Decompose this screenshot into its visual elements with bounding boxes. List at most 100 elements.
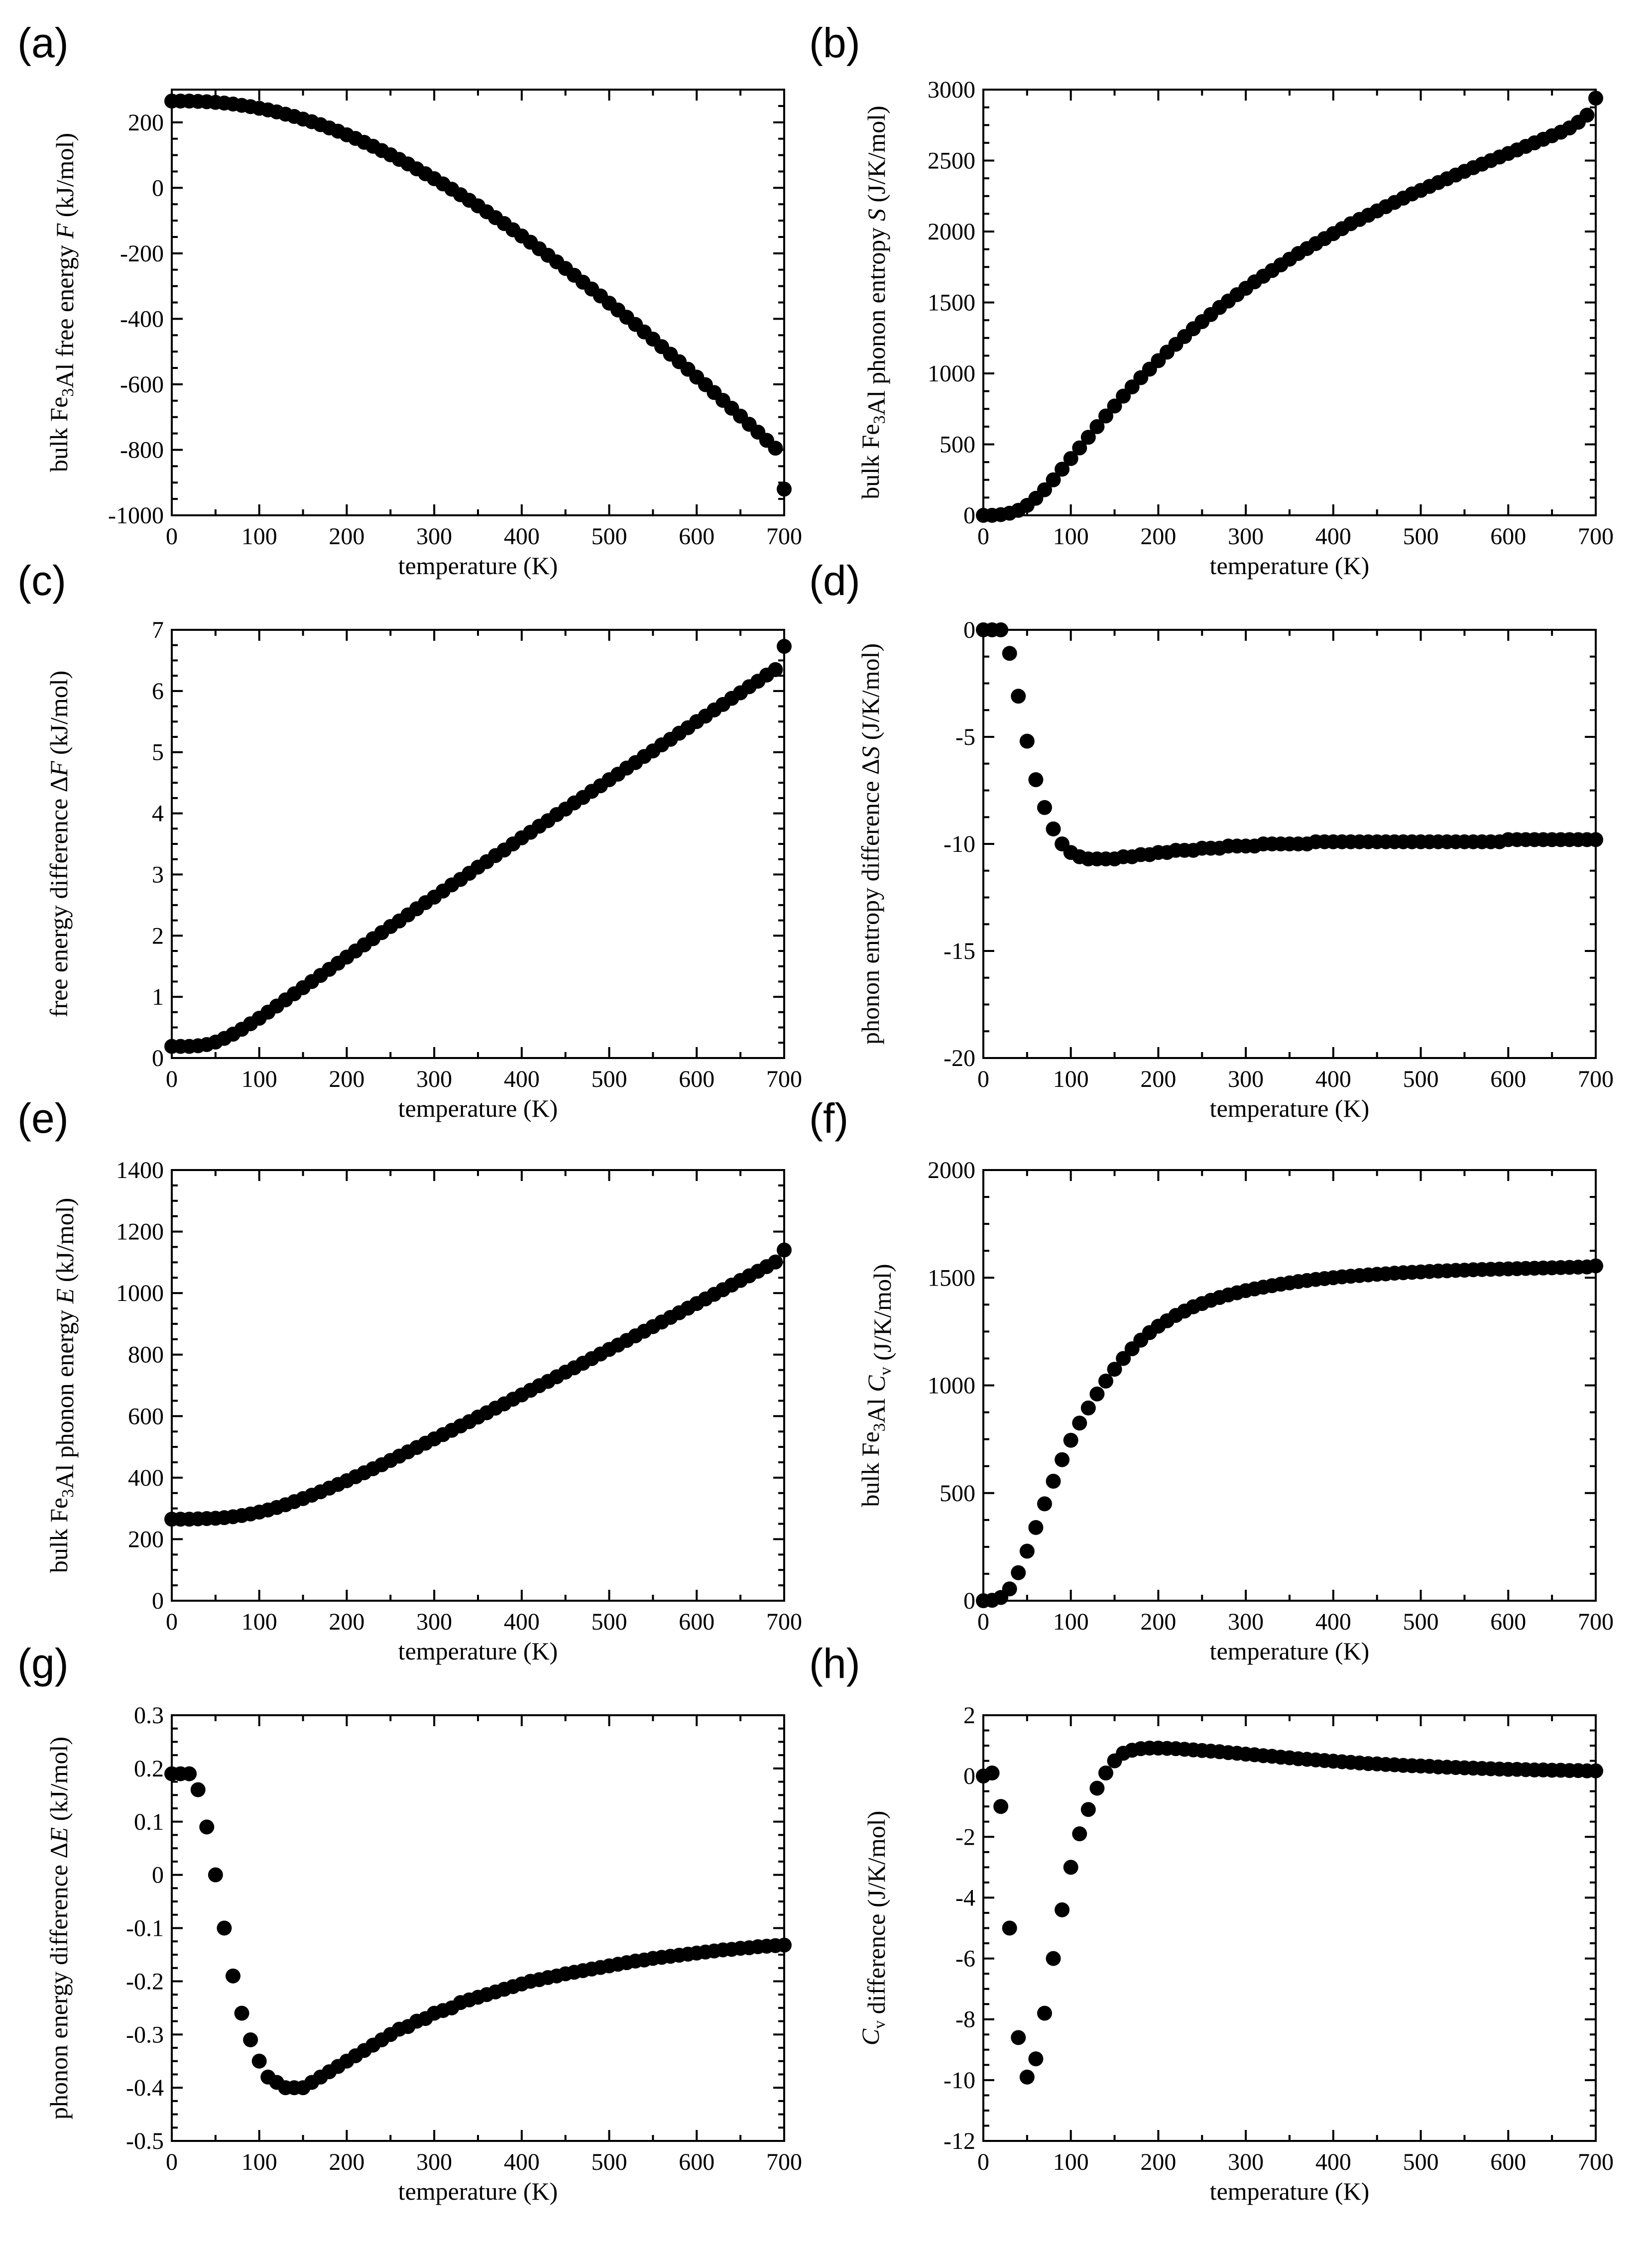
data-point <box>1055 1452 1070 1467</box>
data-point <box>1002 646 1017 661</box>
x-tick-label: 200 <box>329 1609 364 1635</box>
data-point <box>993 622 1009 637</box>
data-point <box>1098 1373 1113 1389</box>
y-tick-label: -0.2 <box>126 1968 164 1995</box>
data-point <box>1107 398 1122 414</box>
y-tick-label: 500 <box>940 432 975 458</box>
x-axis-title: temperature (K) <box>1210 1637 1370 1665</box>
plot-frame <box>982 1714 1597 2142</box>
x-tick-label: 600 <box>1490 1066 1526 1092</box>
data-point <box>1028 2051 1044 2067</box>
x-tick-label: 600 <box>1490 2149 1526 2175</box>
panel-d: (d) 0 100 200 300 400 500 600 700 -20 -15 -10 -5 0 tem… <box>809 557 1614 1122</box>
y-axis-title: bulk Fe3Al free energy F (kJ/mol) <box>45 133 79 472</box>
y-tick-label: 0 <box>152 1588 164 1614</box>
y-tick-label: 2 <box>963 1702 975 1729</box>
y-axis-title: bulk Fe3Al phonon entropy S (J/K/mol) <box>856 106 890 499</box>
x-tick-label: 700 <box>766 2149 802 2175</box>
y-tick-label: 0.1 <box>134 1809 164 1835</box>
y-tick-label: -400 <box>120 306 164 332</box>
x-tick-label: 100 <box>1053 2149 1089 2175</box>
y-tick-label: -8 <box>955 2006 975 2033</box>
y-tick-label: 0 <box>152 175 164 201</box>
x-axis-title: temperature (K) <box>398 1637 558 1665</box>
x-tick-label: 400 <box>504 1066 540 1092</box>
data-point <box>1011 689 1026 704</box>
x-tick-label: 700 <box>766 1609 802 1635</box>
x-tick-label: 300 <box>416 1066 452 1092</box>
data-point <box>1037 1496 1052 1512</box>
x-tick-label: 400 <box>1315 2149 1351 2175</box>
x-tick-label: 0 <box>977 1066 989 1092</box>
x-tick-label: 400 <box>1315 1609 1351 1635</box>
x-tick-label: 200 <box>1140 523 1176 550</box>
data-point <box>1037 482 1052 497</box>
y-tick-label: 400 <box>128 1465 164 1491</box>
data-point <box>1037 2006 1052 2021</box>
x-tick-label: 0 <box>977 523 989 550</box>
x-tick-label: 300 <box>416 1609 452 1635</box>
y-tick-label: 3 <box>152 861 164 888</box>
panel-label: (f) <box>809 1095 848 1142</box>
panel-label: (g) <box>17 1640 69 1687</box>
data-point <box>1011 1565 1026 1580</box>
y-tick-label: 0 <box>963 617 975 643</box>
x-tick-label: 300 <box>1228 2149 1264 2175</box>
x-tick-label: 600 <box>1490 1609 1526 1635</box>
x-tick-label: 200 <box>1140 2149 1176 2175</box>
x-axis-title: temperature (K) <box>1210 2177 1370 2205</box>
data-point <box>1046 1951 1061 1966</box>
x-tick-label: 200 <box>1140 1609 1176 1635</box>
y-tick-label: 1500 <box>928 1265 975 1291</box>
plot-frame <box>171 1169 785 1602</box>
y-tick-label: -600 <box>120 371 164 398</box>
data-point <box>217 1920 232 1936</box>
x-axis-title: temperature (K) <box>398 552 558 580</box>
data-point <box>199 1819 215 1835</box>
x-tick-label: 100 <box>241 1066 277 1092</box>
data-point <box>1019 733 1035 749</box>
panel-label: (h) <box>809 1640 860 1687</box>
y-tick-label: 200 <box>128 1526 164 1552</box>
y-tick-label: -15 <box>944 938 975 964</box>
data-point <box>226 1968 240 1984</box>
y-tick-label: -10 <box>944 2067 975 2094</box>
data-point <box>1046 1473 1061 1489</box>
x-axis-title: temperature (K) <box>1210 552 1370 580</box>
y-tick-label: 800 <box>128 1342 164 1368</box>
y-tick-label: 2000 <box>928 1157 975 1183</box>
y-tick-label: -0.5 <box>126 2128 164 2154</box>
y-tick-label: -800 <box>120 437 164 463</box>
x-tick-label: 700 <box>1578 523 1614 550</box>
data-point <box>1089 1386 1105 1402</box>
panel-label: (d) <box>809 557 860 604</box>
y-tick-label: 1000 <box>928 1373 975 1399</box>
panel-label: (c) <box>17 557 66 604</box>
plot-frame <box>171 629 785 1059</box>
x-axis-title: temperature (K) <box>1210 1094 1370 1122</box>
data-point <box>768 1254 783 1270</box>
x-tick-label: 100 <box>1053 1066 1089 1092</box>
data-point <box>1028 772 1044 787</box>
panel-f: (f) 0 100 200 300 400 500 600 700 0 500 1000 1500 200… <box>809 1095 1614 1665</box>
y-tick-label: 0 <box>963 1588 975 1614</box>
y-tick-label: 1400 <box>116 1157 164 1183</box>
y-tick-label: 0 <box>152 1862 164 1888</box>
y-tick-label: -0.4 <box>126 2075 164 2101</box>
panel-e: (e) 0 100 200 300 400 500 600 700 0 200 400 600 800 10… <box>17 1095 802 1665</box>
data-point <box>777 481 792 497</box>
data-point <box>182 1766 197 1781</box>
data-point <box>1063 1860 1078 1875</box>
data-point <box>1588 832 1603 847</box>
data-point <box>1037 800 1052 815</box>
data-point <box>1098 1766 1113 1781</box>
panel-c: (c) 0 100 200 300 400 500 600 700 0 1 2 3 4 5 6 7 tempera… <box>17 557 802 1122</box>
y-tick-label: -20 <box>944 1045 975 1071</box>
data-point <box>1588 1258 1603 1274</box>
data-point <box>1080 430 1096 445</box>
panel-h: (h) 0 100 200 300 400 500 600 700 -12 -10 -8 -6 -4 -2 0… <box>809 1640 1614 2205</box>
data-point <box>1116 1351 1131 1366</box>
x-tick-label: 500 <box>591 1609 627 1635</box>
data-point <box>243 2032 258 2047</box>
